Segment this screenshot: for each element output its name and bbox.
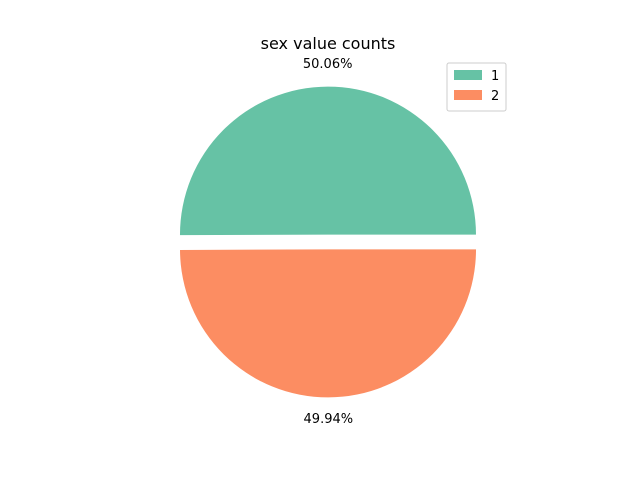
legend-label-2: 2 [491,89,499,104]
pie-slice-1 [179,86,476,236]
pie-slice-2 [180,249,477,398]
chart-title: sex value counts [261,34,396,53]
legend: 12 [446,62,507,112]
legend-swatch-1 [454,70,482,80]
percentage-label-1: 50.06% [303,57,353,72]
percentage-label-2: 49.94% [304,412,354,427]
legend-label-1: 1 [491,69,499,84]
legend-swatch-2 [454,90,482,100]
pie-slices [179,86,477,398]
percentage-labels: 50.06% 49.94% [303,57,353,427]
